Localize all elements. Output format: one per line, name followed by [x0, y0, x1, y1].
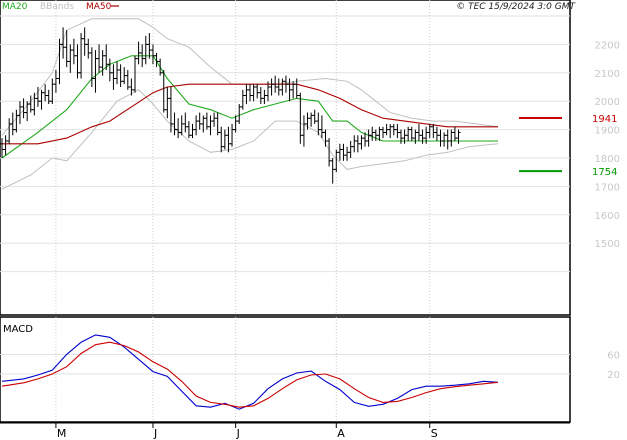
price-y-tick-label: 1700	[595, 182, 620, 193]
macd-lines	[1, 334, 499, 410]
ohlc-bar	[456, 129, 461, 144]
price-y-tick-label: 2100	[595, 69, 620, 80]
price-levels: 1941 1754	[519, 114, 617, 178]
price-y-tick-label: 1800	[595, 154, 620, 165]
price-panel: 1941 1754 1500 1600 1700 1800 1900 2000 2100 220…	[0, 0, 620, 316]
x-axis-label: M	[57, 427, 67, 440]
price-y-tick-label: 1500	[595, 239, 620, 250]
legend-ma20: MA20	[2, 2, 28, 12]
macd-vertical-grid	[55, 317, 431, 422]
macd-line	[1, 334, 499, 410]
price-bars	[0, 27, 461, 184]
price-y-tick-label: 1900	[595, 126, 620, 137]
price-y-tick-label: 1600	[595, 211, 620, 222]
x-axis-label: J	[153, 427, 157, 440]
macd-panel-frame	[0, 316, 571, 423]
price-y-tick-label: 2200	[595, 40, 620, 51]
macd-y-tick-label: 60	[607, 350, 620, 361]
legend: MA20 BBands MA50	[2, 2, 119, 12]
level-label: 1941	[592, 114, 617, 125]
legend-ma50: MA50	[86, 2, 112, 12]
price-y-ticks: 1500 1600 1700 1800 1900 2000 2100 2200	[595, 40, 620, 250]
legend-bbands: BBands	[40, 2, 74, 12]
bbands-lower-line	[1, 89, 499, 190]
macd-title: MACD	[3, 324, 33, 335]
level-label: 1754	[592, 167, 617, 178]
signal-line	[1, 341, 499, 408]
macd-grid	[0, 353, 570, 375]
copyright-text: © TEC 15/9/2024 3:0 GMT	[456, 2, 576, 12]
macd-y-tick-label: 20	[607, 370, 620, 381]
ma20-line	[1, 55, 498, 159]
x-axis-label: J	[236, 427, 240, 440]
x-axis-label: S	[431, 427, 438, 440]
x-axis-label: A	[337, 427, 345, 440]
price-y-tick-label: 2000	[595, 97, 620, 108]
